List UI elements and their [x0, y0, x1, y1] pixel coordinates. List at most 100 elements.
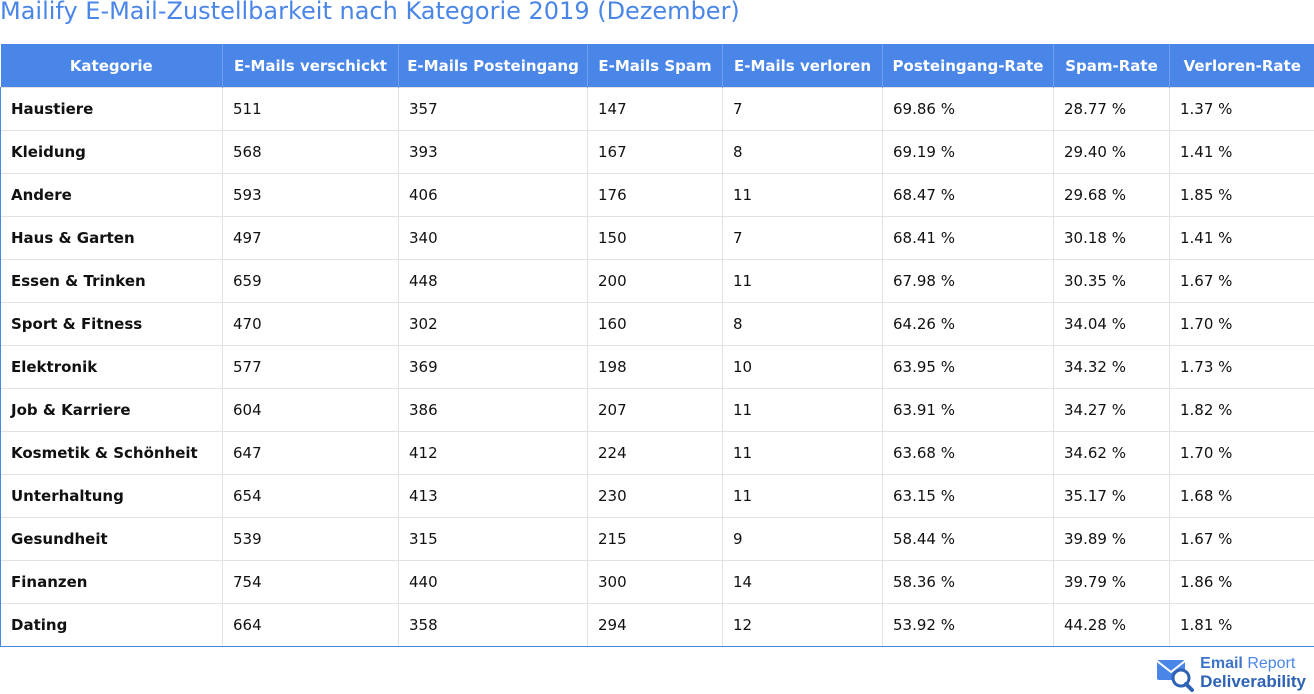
column-header: E-Mails verloren	[722, 44, 883, 88]
table-cell: 198	[587, 345, 723, 389]
table-cell: 12	[722, 603, 883, 647]
table-cell: 63.68 %	[882, 431, 1054, 475]
table-row: Elektronik 577 369 198 10 63.95 % 34.32 % 1.73 …	[0, 345, 1314, 389]
category-cell: Sport & Fitness	[0, 302, 223, 346]
column-header: E-Mails Spam	[587, 44, 723, 88]
table-cell: 511	[222, 87, 399, 131]
table-cell: 58.44 %	[882, 517, 1054, 561]
table-cell: 1.67 %	[1169, 517, 1314, 561]
category-cell: Haus & Garten	[0, 216, 223, 260]
table-row: Unterhaltung 654 413 230 11 63.15 % 35.17 % 1.6…	[0, 474, 1314, 518]
table-cell: 1.41 %	[1169, 216, 1314, 260]
table-cell: 294	[587, 603, 723, 647]
table-cell: 497	[222, 216, 399, 260]
table-cell: 470	[222, 302, 399, 346]
table-cell: 654	[222, 474, 399, 518]
category-cell: Unterhaltung	[0, 474, 223, 518]
table-cell: 647	[222, 431, 399, 475]
table-cell: 393	[398, 130, 588, 174]
table-cell: 28.77 %	[1053, 87, 1170, 131]
logo-word-email: Email	[1200, 655, 1243, 672]
category-cell: Elektronik	[0, 345, 223, 389]
table-cell: 754	[222, 560, 399, 604]
table-cell: 34.04 %	[1053, 302, 1170, 346]
table-cell: 448	[398, 259, 588, 303]
table-cell: 1.67 %	[1169, 259, 1314, 303]
category-cell: Dating	[0, 603, 223, 647]
table-cell: 39.89 %	[1053, 517, 1170, 561]
table-cell: 386	[398, 388, 588, 432]
table-cell: 58.36 %	[882, 560, 1054, 604]
column-header: E-Mails Posteingang	[398, 44, 588, 88]
table-cell: 200	[587, 259, 723, 303]
column-header: Verloren-Rate	[1169, 44, 1314, 88]
table-row: Dating 664 358 294 12 53.92 % 44.28 % 1.81 %	[0, 603, 1314, 647]
table-cell: 11	[722, 431, 883, 475]
table-cell: 1.85 %	[1169, 173, 1314, 217]
category-cell: Haustiere	[0, 87, 223, 131]
table-cell: 9	[722, 517, 883, 561]
table-cell: 8	[722, 130, 883, 174]
table-cell: 29.40 %	[1053, 130, 1170, 174]
table-cell: 10	[722, 345, 883, 389]
table-cell: 568	[222, 130, 399, 174]
table-cell: 67.98 %	[882, 259, 1054, 303]
table-cell: 413	[398, 474, 588, 518]
table-cell: 30.18 %	[1053, 216, 1170, 260]
table-cell: 39.79 %	[1053, 560, 1170, 604]
table-cell: 11	[722, 388, 883, 432]
table-row: Haus & Garten 497 340 150 7 68.41 % 30.18 % 1.4…	[0, 216, 1314, 260]
table-cell: 11	[722, 259, 883, 303]
logo-line1: Email Report	[1200, 655, 1306, 673]
envelope-magnifier-icon	[1156, 660, 1195, 692]
table-cell: 1.70 %	[1169, 302, 1314, 346]
category-cell: Gesundheit	[0, 517, 223, 561]
table-cell: 34.62 %	[1053, 431, 1170, 475]
logo: Email Report Deliverability	[1156, 654, 1306, 692]
table-cell: 440	[398, 560, 588, 604]
table-cell: 63.15 %	[882, 474, 1054, 518]
category-cell: Kosmetik & Schönheit	[0, 431, 223, 475]
table-cell: 11	[722, 173, 883, 217]
table-row: Sport & Fitness 470 302 160 8 64.26 % 34.04 % 1…	[0, 302, 1314, 346]
table-cell: 577	[222, 345, 399, 389]
table-cell: 69.86 %	[882, 87, 1054, 131]
table-cell: 230	[587, 474, 723, 518]
table-cell: 160	[587, 302, 723, 346]
table-cell: 357	[398, 87, 588, 131]
table-row: Finanzen 754 440 300 14 58.36 % 39.79 % 1.86 %	[0, 560, 1314, 604]
table-row: Andere 593 406 176 11 68.47 % 29.68 % 1.85 %	[0, 173, 1314, 217]
table-cell: 302	[398, 302, 588, 346]
table-body: Haustiere 511 357 147 7 69.86 % 28.77 % 1.37 % K…	[0, 87, 1314, 647]
logo-text: Email Report Deliverability	[1200, 655, 1306, 691]
table-cell: 167	[587, 130, 723, 174]
table-row: Gesundheit 539 315 215 9 58.44 % 39.89 % 1.67 %	[0, 517, 1314, 561]
table-cell: 1.86 %	[1169, 560, 1314, 604]
table-cell: 406	[398, 173, 588, 217]
table-cell: 11	[722, 474, 883, 518]
table-cell: 8	[722, 302, 883, 346]
table-cell: 34.27 %	[1053, 388, 1170, 432]
table-cell: 69.19 %	[882, 130, 1054, 174]
table-cell: 68.41 %	[882, 216, 1054, 260]
table-cell: 412	[398, 431, 588, 475]
table-row: Essen & Trinken 659 448 200 11 67.98 % 30.35 %…	[0, 259, 1314, 303]
table-header: Kategorie E-Mails verschickt E-Mails Poste…	[0, 44, 1314, 88]
table-cell: 593	[222, 173, 399, 217]
deliverability-table: Kategorie E-Mails verschickt E-Mails Poste…	[0, 44, 1314, 647]
category-cell: Essen & Trinken	[0, 259, 223, 303]
table-cell: 1.73 %	[1169, 345, 1314, 389]
header-row: Kategorie E-Mails verschickt E-Mails Poste…	[0, 44, 1314, 88]
page-title: Mailify E-Mail-Zustellbarkeit nach Kateg…	[0, 0, 740, 25]
table-cell: 539	[222, 517, 399, 561]
table-cell: 1.82 %	[1169, 388, 1314, 432]
table-cell: 63.91 %	[882, 388, 1054, 432]
table-cell: 30.35 %	[1053, 259, 1170, 303]
table-cell: 300	[587, 560, 723, 604]
table-cell: 63.95 %	[882, 345, 1054, 389]
table-cell: 315	[398, 517, 588, 561]
table-cell: 34.32 %	[1053, 345, 1170, 389]
table-cell: 1.68 %	[1169, 474, 1314, 518]
table-cell: 44.28 %	[1053, 603, 1170, 647]
table-row: Kosmetik & Schönheit 647 412 224 11 63.68 % 34…	[0, 431, 1314, 475]
